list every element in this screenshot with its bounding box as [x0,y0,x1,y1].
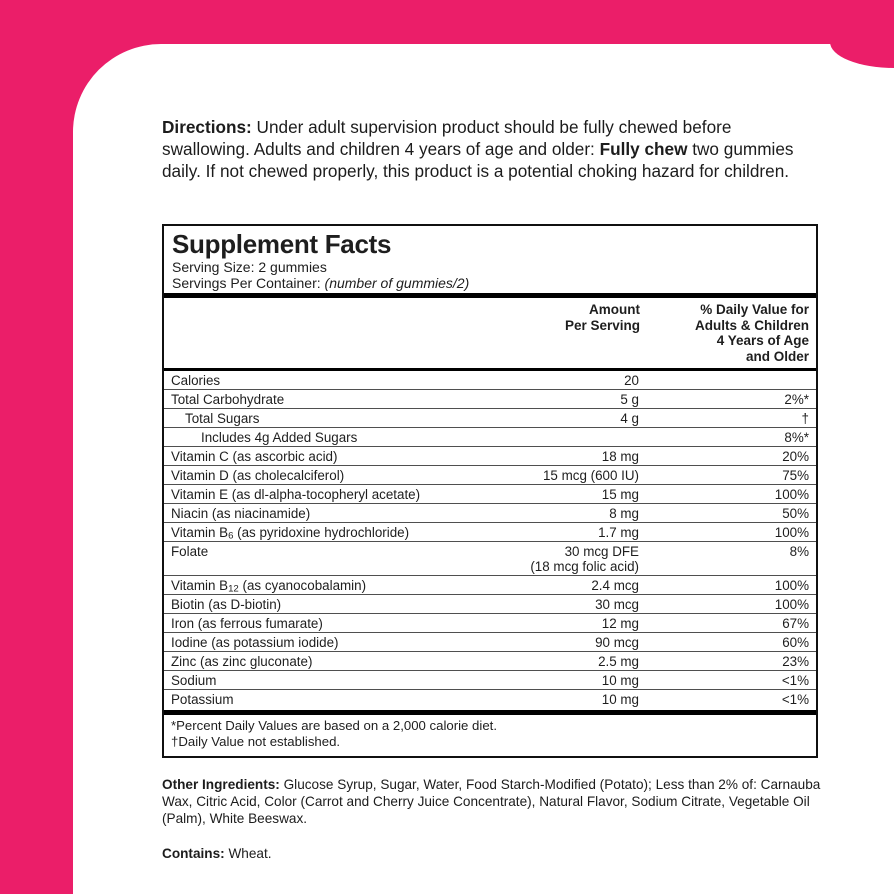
table-row: Includes 4g Added Sugars 8%* [164,427,816,446]
nutrient-name: Zinc (as zinc gluconate) [171,654,313,669]
nutrient-daily-value: 23% [782,654,809,669]
nutrient-daily-value: 100% [774,597,809,612]
daily-value-header: % Daily Value for Adults & Children 4 Ye… [695,302,809,364]
contains-text: Wheat. [224,845,272,861]
footnote-percent-daily-values: *Percent Daily Values are based on a 2,0… [171,718,497,733]
supplement-facts-panel: Supplement Facts Serving Size: 2 gummies… [162,224,818,758]
directions-text-2: two gummies daily. If not chewed properl… [162,138,794,181]
contains-paragraph: Contains: Wheat. [162,845,838,862]
facts-rows: Calories 20 Total Carbohydrate 5 g 2%* T… [164,371,816,708]
nutrient-daily-value: † [801,411,809,426]
nutrient-name: Vitamin D (as cholecalciferol) [171,468,345,483]
other-ingredients-text: Glucose Syrup, Sugar, Water, Food Starch… [162,776,821,827]
nutrient-amount: 15 mcg (600 IU) [542,468,639,483]
nutrient-daily-value: 60% [782,635,809,650]
nutrient-daily-value: 50% [782,506,809,521]
nutrient-daily-value: 100% [774,525,809,540]
facts-footnotes: *Percent Daily Values are based on a 2,0… [164,715,816,756]
nutrient-daily-value: <1% [781,692,809,707]
table-row: Zinc (as zinc gluconate) 2.5 mg 23% [164,651,816,670]
nutrient-amount: 4 g [620,411,639,426]
other-ingredients-label: Other Ingredients: [162,776,280,792]
amount-per-serving-header: Amount Per Serving [564,302,640,333]
nutrient-name: Sodium [171,673,217,688]
nutrient-name: Vitamin C (as ascorbic acid) [171,449,338,464]
nutrient-daily-value: 100% [774,578,809,593]
nutrient-daily-value: 67% [782,616,809,631]
directions-text-1: Under adult supervision product should b… [162,117,732,159]
nutrient-name: Vitamin B12 (as cyanocobalamin) [171,578,367,595]
table-row: Folate 30 mcg DFE (18 mcg folic acid) 8% [164,541,816,575]
nutrient-amount: 30 mcg DFE (18 mcg folic acid) [530,544,639,574]
nutrient-name: Biotin (as D-biotin) [171,597,282,612]
nutrient-name: Folate [171,544,209,559]
serving-size-line: Serving Size: 2 gummies [172,259,327,275]
nutrient-amount: 8 mg [609,506,639,521]
thick-divider-bottom [164,710,816,715]
table-row: Vitamin B6 (as pyridoxine hydrochloride)… [164,522,816,541]
nutrient-amount: 20 [624,373,639,388]
directions-paragraph: Directions: Under adult supervision prod… [162,117,822,182]
table-row: Vitamin D (as cholecalciferol) 15 mcg (6… [164,465,816,484]
table-row: Potassium 10 mg <1% [164,689,816,708]
nutrient-amount: 10 mg [601,692,639,707]
nutrient-amount: 2.5 mg [598,654,639,669]
table-row: Niacin (as niacinamide) 8 mg 50% [164,503,816,522]
nutrient-amount: 10 mg [601,673,639,688]
nutrient-daily-value: <1% [781,673,809,688]
other-ingredients-paragraph: Other Ingredients: Glucose Syrup, Sugar,… [162,776,838,828]
nutrient-amount: 5 g [620,392,639,407]
nutrient-name: Vitamin E (as dl-alpha-tocopheryl acetat… [171,487,421,502]
nutrient-name: Vitamin B6 (as pyridoxine hydrochloride) [171,525,410,542]
nutrient-amount: 2.4 mcg [591,578,639,593]
table-row: Vitamin B12 (as cyanocobalamin) 2.4 mcg … [164,575,816,594]
nutrient-name: Total Carbohydrate [171,392,285,407]
supplement-facts-title: Supplement Facts [172,229,392,259]
nutrient-amount: 18 mg [601,449,639,464]
table-row: Iodine (as potassium iodide) 90 mcg 60% [164,632,816,651]
nutrient-daily-value: 2%* [784,392,809,407]
nutrient-amount: 30 mcg [595,597,639,612]
thick-divider-top [164,293,816,298]
directions-bold-fully-chew: Fully chew [599,138,688,159]
table-row: Sodium 10 mg <1% [164,670,816,689]
table-row: Total Carbohydrate 5 g 2%* [164,389,816,408]
directions-label: Directions: [162,117,252,138]
nutrient-amount: 15 mg [601,487,639,502]
table-row: Calories 20 [164,371,816,389]
table-row: Total Sugars 4 g † [164,408,816,427]
facts-column-headers: Amount Per Serving % Daily Value for Adu… [164,298,816,371]
table-row: Biotin (as D-biotin) 30 mcg 100% [164,594,816,613]
nutrient-name: Potassium [171,692,234,707]
nutrient-amount: 90 mcg [595,635,639,650]
nutrient-daily-value: 100% [774,487,809,502]
nutrient-daily-value: 20% [782,449,809,464]
nutrient-name: Includes 4g Added Sugars [201,430,358,445]
servings-per-container-line: Servings Per Container: (number of gummi… [172,275,816,291]
table-row: Vitamin E (as dl-alpha-tocopheryl acetat… [164,484,816,503]
footnote-daily-value-not-established: †Daily Value not established. [171,733,341,749]
servings-per-container-value: (number of gummies/2) [324,275,470,291]
contains-label: Contains: [162,845,225,861]
nutrient-name: Total Sugars [185,411,260,426]
nutrient-name: Niacin (as niacinamide) [171,506,311,521]
nutrient-daily-value: 8%* [784,430,809,445]
nutrient-name: Iodine (as potassium iodide) [171,635,339,650]
nutrient-daily-value: 8% [789,544,809,559]
nutrient-amount: 1.7 mg [598,525,639,540]
table-row: Vitamin C (as ascorbic acid) 18 mg 20% [164,446,816,465]
table-row: Iron (as ferrous fumarate) 12 mg 67% [164,613,816,632]
nutrient-name: Iron (as ferrous fumarate) [171,616,323,631]
pink-corner-flare [830,0,894,68]
nutrient-amount: 12 mg [601,616,639,631]
servings-per-container-label: Servings Per Container: [172,275,325,291]
nutrient-name: Calories [171,373,221,388]
nutrient-daily-value: 75% [782,468,809,483]
